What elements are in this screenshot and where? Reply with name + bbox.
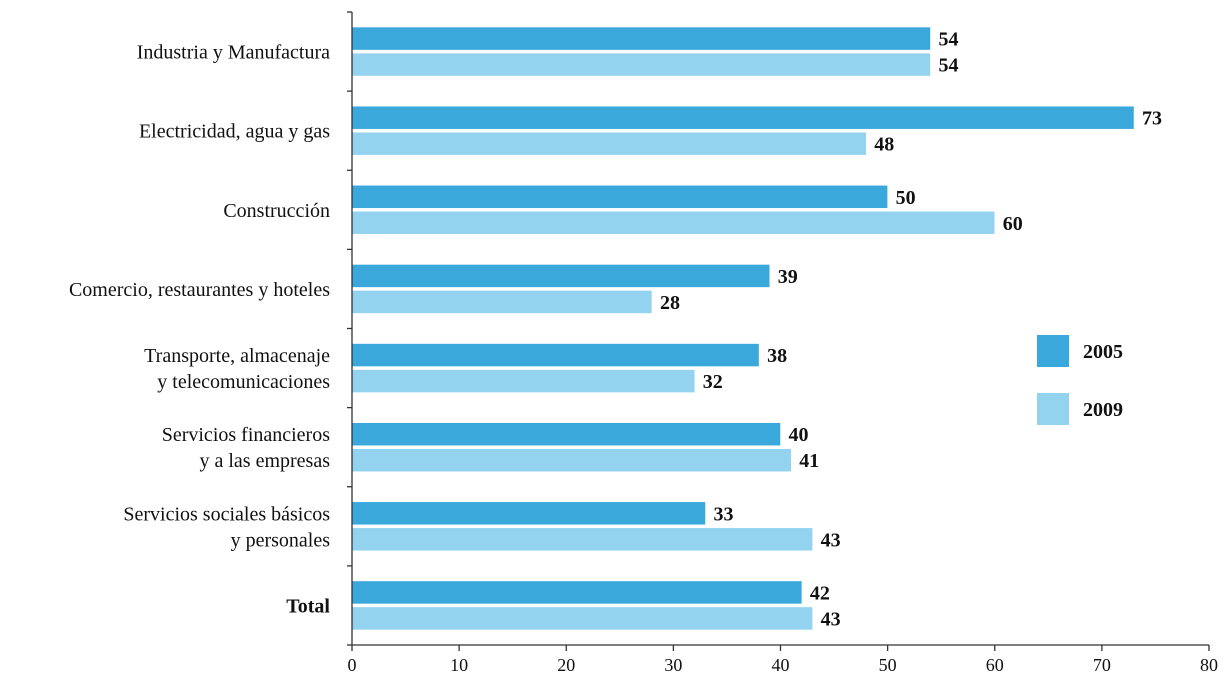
bar-electricidad-agua-y-gas-2009 — [351, 131, 867, 156]
value-label-transporte-almacenaje-y-telecomunicaciones-2009: 32 — [703, 371, 723, 393]
x-tick-label-0: 0 — [348, 655, 357, 675]
bar-servicios-financieros-y-a-las-empresas-2009 — [351, 448, 792, 472]
bar-servicios-financieros-y-a-las-empresas-2005 — [351, 422, 781, 446]
value-label-servicios-financieros-y-a-las-empresas-2005: 40 — [789, 424, 809, 446]
value-label-servicios-sociales-basicos-y-personales-2009: 43 — [821, 529, 841, 551]
x-tick-label-10: 10 — [450, 655, 468, 675]
x-tick-label-50: 50 — [879, 655, 897, 675]
x-tick-label-20: 20 — [557, 655, 575, 675]
legend-swatch-2005 — [1037, 335, 1069, 367]
legend-label-2009: 2009 — [1083, 399, 1123, 421]
bar-industria-y-manufactura-2009 — [351, 52, 931, 77]
x-tick-label-30: 30 — [664, 655, 682, 675]
category-label-servicios-sociales-basicos-y-personales: Servicios sociales básicos y personales — [123, 503, 330, 551]
legend-swatch-2009 — [1037, 393, 1069, 425]
bar-construccion-2005 — [351, 185, 888, 209]
value-label-comercio-restaurantes-y-hoteles-2009: 28 — [660, 292, 680, 314]
category-label-servicios-financieros-y-a-las-empresas: Servicios financieros y a las empresas — [162, 424, 330, 472]
category-label-electricidad-agua-y-gas: Electricidad, agua y gas — [139, 121, 330, 143]
legend: 2005 2009 — [1037, 335, 1123, 425]
bar-transporte-almacenaje-y-telecomunicaciones-2009 — [351, 369, 696, 393]
bar-servicios-sociales-basicos-y-personales-2009 — [351, 527, 813, 552]
value-label-electricidad-agua-y-gas-2005: 73 — [1142, 108, 1162, 130]
bar-comercio-restaurantes-y-hoteles-2005 — [351, 264, 771, 288]
legend-label-2005: 2005 — [1083, 341, 1123, 363]
x-tick-label-60: 60 — [986, 655, 1004, 675]
bar-comercio-restaurantes-y-hoteles-2009 — [351, 290, 653, 314]
category-labels-group: Industria y Manufactura Electricidad, agu… — [69, 42, 330, 618]
bar-construccion-2009 — [351, 211, 995, 235]
value-label-servicios-financieros-y-a-las-empresas-2009: 41 — [799, 450, 819, 472]
value-label-total-2005: 42 — [810, 582, 830, 604]
value-label-construccion-2009: 60 — [1003, 213, 1023, 235]
bar-industria-y-manufactura-2005 — [351, 26, 931, 51]
category-label-industria-y-manufactura: Industria y Manufactura — [137, 42, 330, 64]
category-label-comercio-restaurantes-y-hoteles: Comercio, restaurantes y hoteles — [69, 279, 330, 301]
category-label-total: Total — [286, 595, 330, 617]
value-label-electricidad-agua-y-gas-2009: 48 — [874, 134, 894, 156]
axes-group: 0 10 20 30 40 50 60 70 80 — [347, 11, 1218, 675]
value-label-industria-y-manufactura-2005: 54 — [938, 29, 958, 51]
value-label-transporte-almacenaje-y-telecomunicaciones-2005: 38 — [767, 345, 787, 367]
value-labels-group: 54 54 73 48 50 60 39 28 38 32 40 41 33 43 42 43 — [660, 29, 1162, 631]
value-label-servicios-sociales-basicos-y-personales-2005: 33 — [714, 503, 734, 525]
x-tick-label-80: 80 — [1200, 655, 1218, 675]
value-label-total-2009: 43 — [821, 608, 841, 630]
bar-total-2009 — [351, 606, 813, 631]
category-label-transporte-almacenaje-y-telecomunicaciones: Transporte, almacenaje y telecomunicacion… — [144, 345, 330, 393]
value-label-industria-y-manufactura-2009: 54 — [938, 55, 958, 77]
bar-servicios-sociales-basicos-y-personales-2005 — [351, 501, 706, 526]
bars-group — [351, 26, 1135, 631]
category-label-construccion: Construcción — [223, 200, 330, 222]
x-tick-label-70: 70 — [1093, 655, 1111, 675]
bar-total-2005 — [351, 580, 803, 605]
value-label-comercio-restaurantes-y-hoteles-2005: 39 — [778, 266, 798, 288]
x-tick-label-40: 40 — [772, 655, 790, 675]
bar-transporte-almacenaje-y-telecomunicaciones-2005 — [351, 343, 760, 367]
value-label-construccion-2005: 50 — [896, 187, 916, 209]
bar-electricidad-agua-y-gas-2005 — [351, 105, 1135, 130]
